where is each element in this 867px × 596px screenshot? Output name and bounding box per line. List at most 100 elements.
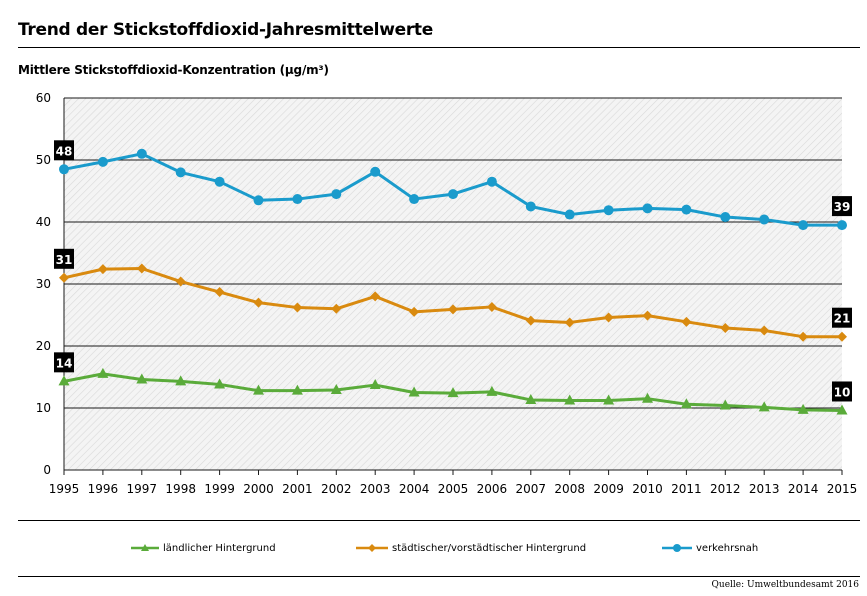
x-tick-label: 2001 xyxy=(282,482,313,496)
data-point xyxy=(136,373,148,384)
data-point xyxy=(603,394,615,405)
x-tick-label: 2011 xyxy=(671,482,702,496)
x-tick-label: 1996 xyxy=(88,482,119,496)
x-tick-label: 2000 xyxy=(243,482,274,496)
x-tick-label: 2015 xyxy=(827,482,858,496)
x-tick-label: 2005 xyxy=(438,482,469,496)
value-badge-label: 10 xyxy=(834,385,851,399)
value-badges: 48 39 31 21 14 10 xyxy=(54,140,852,402)
data-point xyxy=(408,386,420,397)
data-point xyxy=(603,312,614,323)
series-lines xyxy=(58,148,848,415)
data-point xyxy=(97,264,108,275)
legend-item-laendlich: ländlicher Hintergrund xyxy=(131,541,276,555)
data-point xyxy=(58,375,70,386)
data-point xyxy=(759,325,770,336)
x-tick-label: 2002 xyxy=(321,482,352,496)
value-badge-label: 48 xyxy=(56,144,73,158)
data-point xyxy=(97,156,108,167)
data-point xyxy=(59,272,69,283)
data-point xyxy=(603,205,614,216)
value-badge-label: 14 xyxy=(56,356,73,370)
value-badge-box xyxy=(54,352,74,373)
data-point xyxy=(719,399,731,410)
x-tick-label: 1998 xyxy=(165,482,196,496)
x-tick-label: 1997 xyxy=(127,482,158,496)
data-point xyxy=(331,303,342,314)
data-point xyxy=(564,394,576,405)
x-tick-label: 2008 xyxy=(554,482,585,496)
y-axis-label: Mittlere Stickstoffdioxid-Konzentration … xyxy=(18,63,329,77)
data-point xyxy=(837,220,847,231)
x-tick-label: 2012 xyxy=(710,482,741,496)
data-point xyxy=(370,291,381,302)
legend-label-laendlich: ländlicher Hintergrund xyxy=(163,542,276,554)
chart-title: Trend der Stickstoffdioxid-Jahresmittelw… xyxy=(18,20,433,40)
data-point xyxy=(564,317,575,328)
data-point xyxy=(370,166,381,177)
data-point xyxy=(292,194,303,205)
data-point xyxy=(759,214,770,225)
legend-label-verkehrsnah: verkehrsnah xyxy=(696,542,759,554)
x-tick-label: 1995 xyxy=(49,482,80,496)
x-tick-label: 2013 xyxy=(749,482,780,496)
data-point xyxy=(836,404,848,415)
data-point xyxy=(486,385,498,396)
data-point xyxy=(291,384,303,395)
y-tick-label: 60 xyxy=(36,91,51,105)
y-tick-label: 50 xyxy=(36,153,51,167)
x-tick-label: 2006 xyxy=(477,482,508,496)
data-point xyxy=(409,194,420,205)
legend-divider xyxy=(18,520,860,521)
diamond-marker-icon xyxy=(356,544,388,552)
data-point xyxy=(681,316,692,327)
legend-item-verkehrsnah: verkehrsnah xyxy=(662,541,758,555)
x-tick-label: 2003 xyxy=(360,482,391,496)
y-tick-label: 0 xyxy=(43,463,51,477)
data-point xyxy=(720,323,731,334)
value-badge-label: 39 xyxy=(834,200,851,214)
x-tick-label: 2004 xyxy=(399,482,430,496)
y-tick-label: 30 xyxy=(36,277,51,291)
data-point xyxy=(292,302,303,313)
data-point xyxy=(175,276,186,287)
data-point xyxy=(447,387,459,398)
x-tick-label: 1999 xyxy=(204,482,235,496)
data-point xyxy=(486,176,497,187)
data-point xyxy=(797,403,809,414)
data-point xyxy=(253,384,264,395)
value-badge-box xyxy=(832,307,852,328)
x-tick-labels: 1995 1996 1997 1998 1999 2000 2001 2002 2003 2004… xyxy=(49,482,858,496)
data-point xyxy=(564,209,575,220)
data-point xyxy=(680,398,692,409)
data-point xyxy=(642,392,653,403)
data-point xyxy=(253,297,264,308)
value-badge-label: 21 xyxy=(834,312,851,326)
data-point xyxy=(214,378,226,389)
data-point xyxy=(59,164,69,175)
data-point xyxy=(253,195,264,206)
data-point xyxy=(837,331,847,342)
y-tick-label: 10 xyxy=(36,401,51,415)
data-point xyxy=(136,263,147,274)
data-point xyxy=(97,367,109,378)
data-point xyxy=(642,203,653,214)
data-point xyxy=(798,331,809,342)
legend-label-staedtisch: städtischer/vorstädtischer Hintergrund xyxy=(392,542,587,554)
data-point xyxy=(758,401,770,412)
data-point xyxy=(330,384,342,395)
data-point xyxy=(448,189,458,200)
top-divider xyxy=(18,47,860,48)
data-point xyxy=(525,201,536,212)
data-point xyxy=(369,379,381,390)
legend-item-staedtisch: städtischer/vorstädtischer Hintergrund xyxy=(356,541,586,555)
x-tick-label: 2010 xyxy=(632,482,663,496)
data-point xyxy=(681,204,692,215)
data-point xyxy=(486,301,497,312)
data-point xyxy=(136,148,147,159)
triangle-marker-icon xyxy=(131,544,159,551)
source-note: Quelle: Umweltbundesamt 2016 xyxy=(711,580,859,590)
data-point xyxy=(448,304,458,315)
data-point xyxy=(525,315,536,326)
x-tick-label: 2014 xyxy=(788,482,819,496)
